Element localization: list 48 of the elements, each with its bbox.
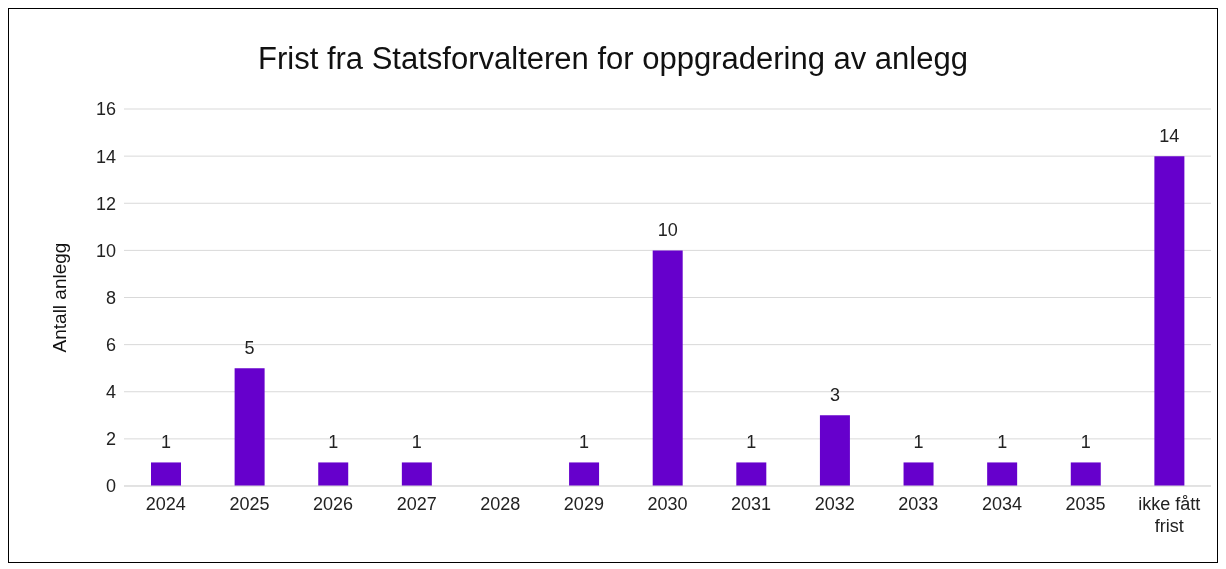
x-tick-label: 2033 <box>898 494 939 514</box>
y-tick-label: 8 <box>105 287 116 308</box>
x-tick-label: 2035 <box>1065 494 1106 514</box>
data-label: 1 <box>160 432 172 453</box>
y-tick-label: 12 <box>95 193 116 214</box>
bar <box>736 462 767 486</box>
bar <box>652 250 683 486</box>
data-label: 1 <box>746 432 757 453</box>
bar <box>318 462 349 486</box>
data-label: 1 <box>1080 432 1091 453</box>
bar <box>1154 156 1185 486</box>
data-label: 3 <box>829 385 840 406</box>
data-label: 1 <box>328 432 339 453</box>
x-tick-label: 2028 <box>480 494 521 514</box>
data-label: 1 <box>913 432 924 453</box>
bar <box>1070 462 1101 486</box>
x-tick-label: 2031 <box>731 494 772 514</box>
x-tick-label: 2030 <box>647 494 688 514</box>
y-tick-label: 4 <box>105 382 116 403</box>
bar <box>569 462 600 486</box>
bar <box>819 415 850 486</box>
y-tick-label: 14 <box>95 146 116 167</box>
x-tick-label: ikke fått frist <box>1138 494 1201 536</box>
y-tick-label: 0 <box>105 476 116 497</box>
data-label: 14 <box>1159 126 1180 147</box>
chart-title: Frist fra Statsforvalteren for oppgradering av anlegg <box>257 41 969 77</box>
bar <box>151 462 181 486</box>
y-tick-label: 6 <box>105 335 116 356</box>
x-tick-label: 2034 <box>981 494 1022 514</box>
x-tick-label: 2032 <box>814 494 855 514</box>
bar <box>987 462 1018 486</box>
y-tick-label: 2 <box>105 429 116 450</box>
y-axis-title: Antall anlegg <box>48 242 70 353</box>
x-tick-label: 2026 <box>313 494 354 514</box>
bar <box>234 368 265 486</box>
data-label: 5 <box>244 338 255 359</box>
bar <box>903 462 934 486</box>
x-tick-label: 2024 <box>145 494 186 514</box>
bar <box>401 462 432 486</box>
x-tick-label: 2027 <box>396 494 437 514</box>
x-tick-label: 2025 <box>229 494 270 514</box>
data-label: 1 <box>411 432 422 453</box>
data-label: 1 <box>579 432 590 453</box>
x-tick-label: 2029 <box>563 494 604 514</box>
y-tick-label: 16 <box>95 99 116 120</box>
y-tick-label: 10 <box>95 240 116 261</box>
data-label: 10 <box>657 220 678 241</box>
data-label: 1 <box>997 432 1008 453</box>
